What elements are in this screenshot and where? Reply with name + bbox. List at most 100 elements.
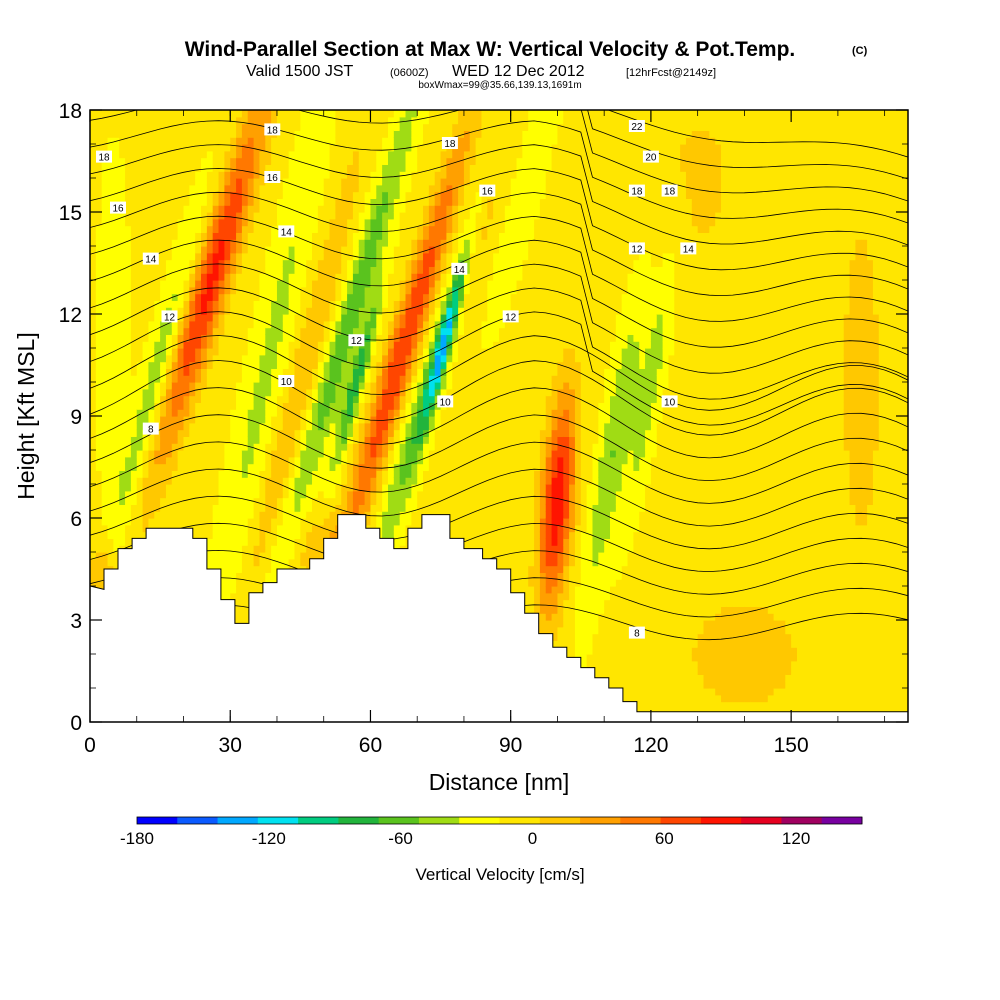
velocity-cell [241, 252, 249, 261]
velocity-cell [364, 314, 372, 322]
velocity-cell [347, 314, 354, 322]
velocity-cell [125, 490, 132, 499]
velocity-cell [323, 422, 331, 431]
velocity-cell [107, 239, 114, 247]
velocity-cell [364, 273, 372, 281]
velocity-cell [306, 232, 313, 240]
velocity-cell [247, 531, 255, 539]
velocity-cell [236, 232, 243, 240]
velocity-cell [241, 198, 249, 206]
velocity-cell [317, 212, 325, 220]
velocity-cell [189, 280, 196, 288]
velocity-cell [347, 116, 354, 125]
velocity-cell [247, 524, 255, 533]
velocity-cell [113, 477, 120, 485]
velocity-cell [253, 395, 261, 403]
velocity-cell [370, 484, 377, 492]
velocity-cell [393, 239, 401, 247]
velocity-cell [142, 198, 150, 206]
velocity-cell [387, 150, 395, 159]
velocity-cell [101, 137, 109, 145]
velocity-cell [224, 218, 231, 227]
velocity-cell [405, 280, 412, 288]
velocity-cell [259, 123, 266, 131]
velocity-cell [142, 463, 150, 471]
velocity-cell [148, 286, 155, 295]
velocity-cell [329, 497, 336, 505]
velocity-cell [171, 286, 179, 295]
velocity-cell [271, 450, 278, 458]
velocity-cell [323, 354, 331, 363]
velocity-cell [113, 334, 120, 342]
velocity-cell [317, 293, 325, 301]
velocity-cell [189, 300, 196, 308]
velocity-cell [323, 504, 331, 512]
velocity-cell [201, 164, 208, 172]
velocity-cell [230, 388, 237, 397]
velocity-cell [276, 184, 284, 193]
velocity-cell [125, 368, 132, 376]
velocity-cell [259, 341, 266, 349]
velocity-cell [130, 266, 138, 274]
velocity-cell [165, 178, 173, 186]
velocity-cell [393, 293, 401, 301]
velocity-cell [230, 164, 237, 172]
velocity-cell [95, 538, 103, 546]
copyright-mark: (C) [852, 45, 868, 57]
velocity-cell [364, 300, 372, 308]
velocity-cell [300, 538, 307, 546]
velocity-cell [358, 123, 366, 131]
velocity-cell [160, 320, 167, 329]
velocity-cell [224, 280, 231, 288]
velocity-cell [241, 538, 249, 546]
velocity-cell [183, 429, 190, 437]
velocity-cell [95, 198, 103, 206]
velocity-cell [265, 470, 272, 478]
velocity-cell [90, 354, 97, 363]
velocity-cell [171, 164, 179, 172]
velocity-cell [160, 504, 167, 512]
velocity-cell [405, 450, 412, 458]
velocity-cell [271, 470, 278, 478]
velocity-cell [312, 314, 319, 322]
velocity-cell [347, 354, 354, 363]
velocity-cell [113, 130, 120, 138]
velocity-cell [212, 123, 220, 131]
velocity-cell [224, 273, 231, 281]
velocity-cell [189, 218, 196, 227]
velocity-cell [119, 327, 126, 335]
velocity-cell [288, 422, 296, 431]
velocity-cell [90, 531, 97, 539]
velocity-cell [329, 382, 336, 390]
velocity-cell [341, 436, 348, 444]
velocity-cell [130, 518, 138, 526]
velocity-cell [387, 286, 395, 295]
velocity-cell [113, 144, 120, 152]
velocity-cell [148, 456, 155, 465]
velocity-cell [370, 327, 377, 335]
velocity-cell [387, 232, 395, 240]
velocity-cell [230, 198, 237, 206]
velocity-cell [119, 511, 126, 519]
velocity-cell [247, 300, 255, 308]
velocity-cell [241, 599, 249, 607]
velocity-cell [282, 531, 290, 539]
velocity-cell [171, 416, 179, 424]
velocity-cell [352, 239, 360, 247]
velocity-cell [142, 225, 150, 233]
velocity-cell [393, 470, 401, 478]
velocity-cell [206, 429, 214, 437]
velocity-cell [399, 388, 407, 397]
velocity-cell [288, 144, 296, 152]
velocity-cell [195, 395, 202, 403]
velocity-cell [393, 402, 401, 410]
velocity-cell [335, 477, 342, 485]
velocity-cell [101, 293, 109, 301]
velocity-cell [154, 504, 161, 512]
velocity-cell [230, 341, 237, 349]
velocity-cell [148, 144, 155, 152]
velocity-cell [341, 137, 348, 145]
velocity-cell [165, 402, 173, 410]
velocity-cell [399, 130, 407, 138]
velocity-cell [259, 490, 266, 499]
